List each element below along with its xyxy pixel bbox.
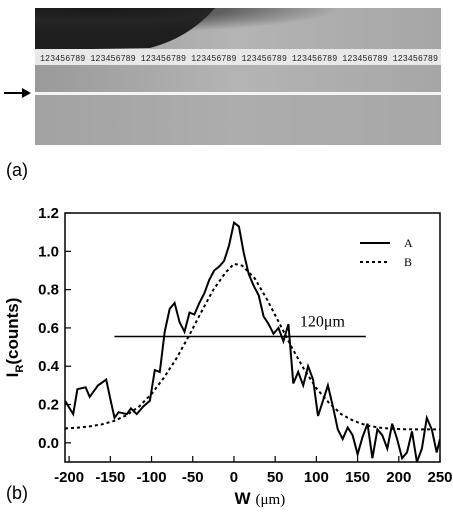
panel-a-label: (a) bbox=[6, 160, 28, 180]
photo-ruler-text: 123456789 123456789 123456789 123456789 … bbox=[40, 54, 438, 64]
photo-lower-region bbox=[35, 95, 441, 145]
y-tick-label: 1.2 bbox=[38, 205, 59, 222]
x-axis-title: W bbox=[234, 489, 251, 508]
y-tick-label: 0.4 bbox=[38, 358, 60, 375]
y-axis-title-main: I bbox=[3, 373, 22, 378]
x-tick-label: -150 bbox=[95, 469, 125, 486]
panel-b-label: (b) bbox=[6, 483, 28, 503]
y-tick-label: 0.8 bbox=[38, 282, 59, 299]
y-tick-label: 0.0 bbox=[38, 435, 59, 452]
y-axis-title-subscript: R bbox=[14, 365, 26, 373]
photo-ruler-band bbox=[35, 49, 441, 65]
x-tick-label: 200 bbox=[386, 469, 411, 486]
y-axis-title-unit: (counts) bbox=[3, 298, 22, 365]
y-tick-label: 1.0 bbox=[38, 243, 59, 260]
x-tick-label: -50 bbox=[182, 469, 204, 486]
x-tick-label: 250 bbox=[427, 469, 452, 486]
y-tick-label: 0.2 bbox=[38, 397, 59, 414]
legend-label-b: B bbox=[404, 255, 412, 269]
photo-upper-strip bbox=[35, 8, 441, 50]
x-axis-unit: (μm) bbox=[256, 492, 286, 508]
width-annotation-label: 120μm bbox=[300, 314, 346, 331]
y-axis-title-group: IR(counts) bbox=[3, 298, 26, 378]
photo-white-line bbox=[35, 92, 441, 95]
y-tick-label: 0.6 bbox=[38, 320, 59, 337]
legend-label-a: A bbox=[404, 236, 413, 250]
x-tick-label: 50 bbox=[267, 469, 284, 486]
arrow-head-icon bbox=[22, 88, 31, 98]
y-axis-title: IR(counts) bbox=[3, 298, 26, 378]
series-line-b bbox=[65, 262, 440, 431]
x-tick-label: 100 bbox=[304, 469, 329, 486]
x-tick-label: 0 bbox=[230, 469, 238, 486]
x-tick-label: -200 bbox=[54, 469, 84, 486]
series-line-a bbox=[65, 220, 440, 462]
plot-frame bbox=[64, 212, 441, 463]
x-tick-label: -100 bbox=[137, 469, 167, 486]
x-tick-label: 150 bbox=[345, 469, 370, 486]
